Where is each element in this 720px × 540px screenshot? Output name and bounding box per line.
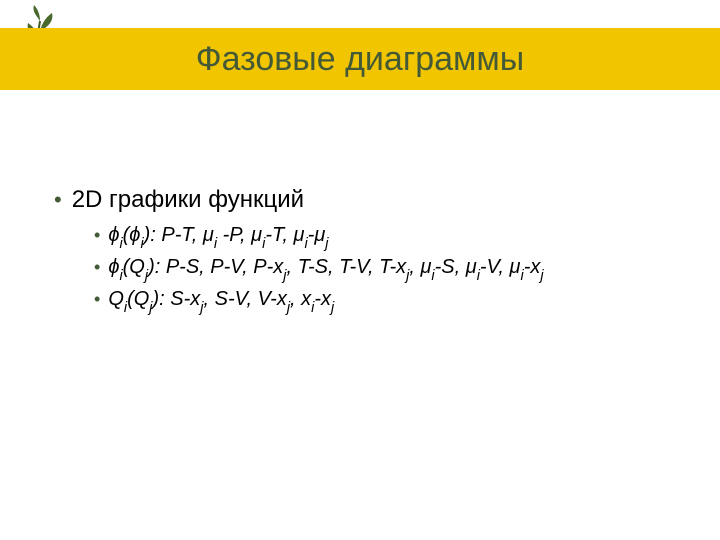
lvl2-text-c: Qi(Qj): S-xj, S-V, V-xj, xi-xj (108, 288, 334, 314)
list-item: • 2D графики функций (54, 186, 674, 214)
bullet-icon: • (94, 226, 100, 244)
lvl1-text: 2D графики функций (72, 186, 304, 214)
slide-title: Фазовые диаграммы (196, 40, 525, 79)
list-item: • ϕi(Qj): P-S, P-V, P-xj, T-S, T-V, T-xj… (94, 256, 674, 282)
bullet-icon: • (94, 290, 100, 308)
lvl2-text-b: ϕi(Qj): P-S, P-V, P-xj, T-S, T-V, T-xj, … (108, 256, 543, 282)
list-item: • Qi(Qj): S-xj, S-V, V-xj, xi-xj (94, 288, 674, 314)
title-band: Фазовые диаграммы (0, 28, 720, 90)
slide-body: • 2D графики функций • ϕi(ϕi): P-T, μi -… (54, 186, 674, 320)
bullet-icon: • (94, 258, 100, 276)
bullet-icon: • (54, 189, 62, 211)
slide: Фазовые диаграммы • 2D графики функций •… (0, 0, 720, 540)
list-item: • ϕi(ϕi): P-T, μi -P, μi-T, μi-μj (94, 224, 674, 250)
lvl2-text-a: ϕi(ϕi): P-T, μi -P, μi-T, μi-μj (108, 224, 328, 250)
